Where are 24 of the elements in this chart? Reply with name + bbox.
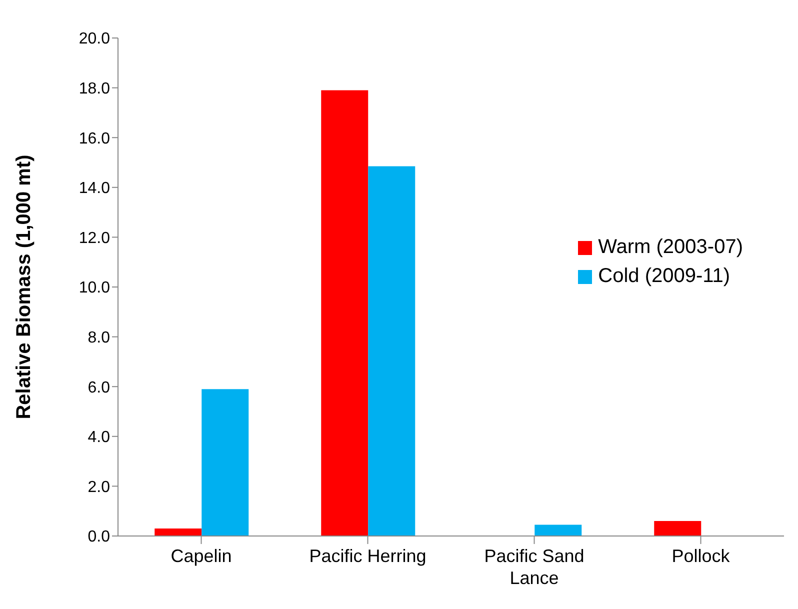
y-tick-label: 12.0 xyxy=(78,230,110,247)
x-tick-label: Capelin xyxy=(170,546,232,566)
bar xyxy=(154,528,202,536)
bar xyxy=(368,166,416,536)
legend-label: Warm (2003-07) xyxy=(597,236,743,259)
y-tick-label: 20.0 xyxy=(78,30,110,48)
bar xyxy=(654,521,702,536)
y-tick-label: 8.0 xyxy=(88,329,110,346)
x-tick-label: Pacific Sand Lance xyxy=(484,546,584,588)
x-tick-label: Pacific Herring xyxy=(309,546,426,566)
y-tick-label: 6.0 xyxy=(88,379,110,396)
y-tick-label: 16.0 xyxy=(78,130,110,148)
y-tick-label: 14.0 xyxy=(78,180,110,198)
y-axis-title: Relative Biomass (1,000 mt) xyxy=(13,154,36,420)
x-tick-label: Pollock xyxy=(672,546,731,566)
y-tick-label: 0.0 xyxy=(88,528,110,546)
bar xyxy=(202,389,249,536)
legend-label: Cold (2009-11) xyxy=(597,265,732,288)
y-tick-label: 4.0 xyxy=(88,429,110,446)
bar xyxy=(321,90,368,536)
bar xyxy=(534,524,582,536)
y-tick-label: 10.0 xyxy=(78,280,110,297)
y-tick-label: 18.0 xyxy=(78,80,110,98)
y-tick-label: 2.0 xyxy=(88,478,110,496)
